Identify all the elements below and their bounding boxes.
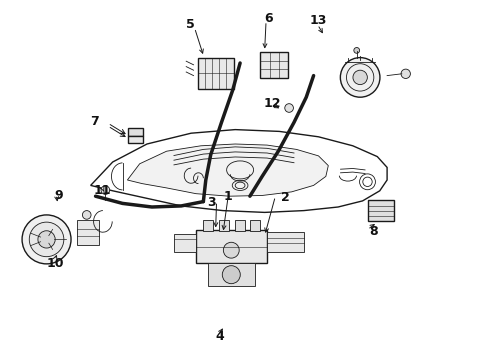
Bar	[198, 58, 234, 89]
Bar	[174, 234, 196, 252]
Bar	[208, 263, 255, 286]
Circle shape	[341, 58, 380, 97]
Text: 8: 8	[369, 225, 378, 238]
Circle shape	[222, 266, 240, 284]
Circle shape	[38, 231, 55, 248]
Text: 3: 3	[207, 196, 216, 209]
Text: 5: 5	[186, 18, 195, 31]
Text: 13: 13	[310, 14, 327, 27]
Bar	[77, 220, 99, 245]
Bar	[267, 232, 304, 252]
Bar	[235, 220, 245, 231]
Text: 7: 7	[90, 115, 98, 128]
Bar	[260, 52, 288, 78]
Bar	[219, 220, 229, 231]
Bar	[203, 220, 213, 231]
Circle shape	[29, 222, 64, 257]
Text: 6: 6	[264, 12, 273, 24]
Text: 10: 10	[46, 257, 64, 270]
Circle shape	[401, 69, 411, 78]
Text: 12: 12	[263, 97, 281, 110]
Bar	[128, 136, 143, 143]
Circle shape	[22, 215, 71, 264]
Circle shape	[353, 70, 368, 85]
Circle shape	[82, 211, 91, 219]
Text: 11: 11	[93, 184, 111, 197]
Circle shape	[223, 242, 239, 258]
Text: 9: 9	[54, 189, 63, 202]
Polygon shape	[127, 144, 328, 196]
Text: 2: 2	[281, 191, 290, 204]
Circle shape	[285, 104, 294, 112]
Bar	[368, 200, 394, 221]
Text: 1: 1	[224, 190, 233, 203]
Bar	[250, 220, 260, 231]
Bar	[196, 230, 267, 263]
Circle shape	[354, 48, 360, 53]
Bar	[128, 128, 143, 136]
Text: 4: 4	[215, 330, 224, 343]
Circle shape	[101, 186, 110, 194]
